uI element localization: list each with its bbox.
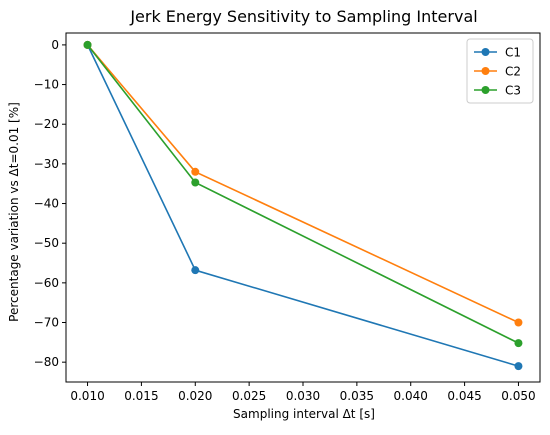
y-tick-label: −30 bbox=[34, 157, 59, 171]
x-tick-label: 0.020 bbox=[178, 389, 212, 403]
y-tick-label: −10 bbox=[34, 78, 59, 92]
x-tick-label: 0.045 bbox=[447, 389, 481, 403]
y-axis-label: Percentage variation vs Δt=0.01 [%] bbox=[7, 102, 21, 322]
y-tick-label: −40 bbox=[34, 197, 59, 211]
plot-area: 0.010 0.015 0.020 0.025 0.030 0.035 0.040 0.045… bbox=[34, 32, 541, 403]
data-point-c3 bbox=[83, 40, 92, 49]
y-tick-label: −20 bbox=[34, 117, 59, 131]
data-point-c3 bbox=[514, 339, 523, 348]
legend-marker-c3 bbox=[481, 86, 490, 94]
series-line-c3 bbox=[86, 44, 519, 344]
legend-label-c3: C3 bbox=[505, 84, 521, 98]
x-tick-label: 0.030 bbox=[286, 389, 320, 403]
x-tick-label: 0.035 bbox=[340, 389, 374, 403]
x-tick-label: 0.025 bbox=[232, 389, 266, 403]
x-axis-label: Sampling interval Δt [s] bbox=[233, 407, 375, 421]
x-tick-label: 0.050 bbox=[501, 389, 535, 403]
legend-label-c1: C1 bbox=[505, 46, 521, 60]
x-tick-label: 0.040 bbox=[394, 389, 428, 403]
data-point-c2 bbox=[514, 318, 523, 327]
data-point-c3 bbox=[191, 178, 200, 187]
legend-marker-c1 bbox=[481, 48, 490, 56]
legend-label-c2: C2 bbox=[505, 65, 521, 79]
series-line-c2 bbox=[86, 44, 519, 324]
y-tick-label: −60 bbox=[34, 276, 59, 290]
y-tick-label: −70 bbox=[34, 316, 59, 330]
data-point-c1 bbox=[514, 362, 523, 371]
y-tick-label: 0 bbox=[51, 38, 59, 52]
x-tick-label: 0.015 bbox=[124, 389, 158, 403]
series-line-c1 bbox=[86, 44, 519, 367]
data-point-c2 bbox=[191, 167, 200, 176]
chart-title: Jerk Energy Sensitivity to Sampling Inte… bbox=[129, 7, 477, 26]
y-tick-label: −50 bbox=[34, 236, 59, 250]
y-tick-label: −80 bbox=[34, 355, 59, 369]
data-point-c1 bbox=[191, 266, 200, 275]
x-tick-label: 0.010 bbox=[70, 389, 104, 403]
legend-marker-c2 bbox=[481, 67, 490, 75]
